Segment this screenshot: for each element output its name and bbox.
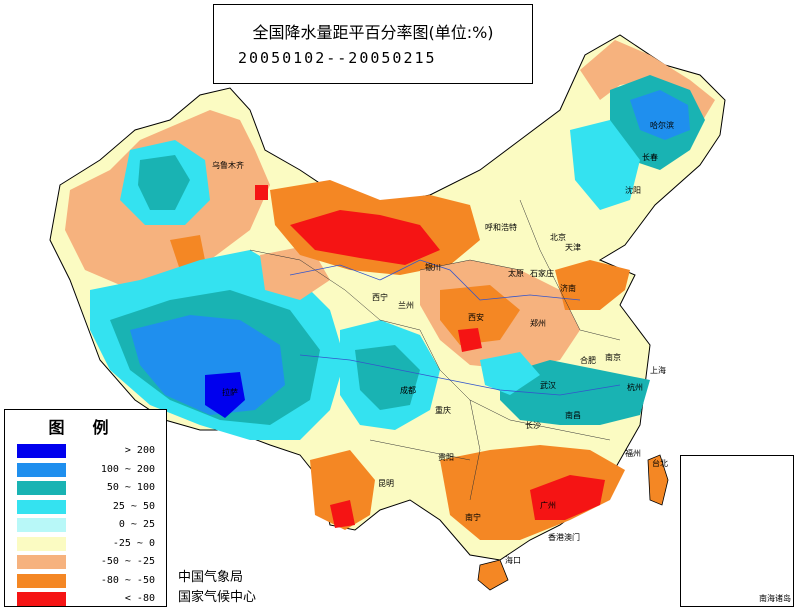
city-label: 哈尔滨	[650, 121, 674, 130]
city-label: 成都	[400, 386, 416, 395]
city-label: 台北	[652, 459, 668, 468]
city-label: 西宁	[372, 293, 388, 302]
city-label: 上海	[650, 366, 666, 375]
region-taiwan	[647, 454, 669, 506]
region-guangdong-red	[530, 475, 605, 520]
legend-label: -80 ~ -50	[100, 574, 155, 586]
city-label: 重庆	[435, 406, 451, 415]
legend-swatch	[17, 555, 66, 569]
city-label: 杭州	[627, 383, 643, 392]
region-sichuan-teal	[355, 345, 420, 410]
legend-swatch	[17, 573, 66, 588]
legend-row: 0 ~ 25	[17, 518, 157, 532]
inset-label: 南海诸岛	[759, 594, 791, 603]
city-label: 沈阳	[625, 186, 641, 195]
legend-swatch	[17, 444, 66, 458]
legend-row: -80 ~ -50	[17, 573, 157, 588]
city-label: 长春	[642, 153, 658, 162]
city-label: 乌鲁木齐	[212, 161, 244, 170]
region-yunnan-orange	[310, 450, 375, 530]
river-yellow	[289, 259, 581, 301]
city-label: 合肥	[580, 356, 596, 365]
legend-row: < -80	[17, 592, 157, 606]
city-label: 西安	[468, 313, 484, 322]
city-label: 长沙	[525, 421, 541, 430]
legend-label: 0 ~ 25	[118, 519, 155, 530]
legend-row: -25 ~ 0	[17, 536, 157, 551]
city-label: 贵阳	[438, 453, 454, 462]
legend-label: -25 ~ 0	[112, 537, 155, 549]
title-box: 全国降水量距平百分率图(单位:%) 20050102--20050215	[213, 4, 533, 84]
region-xinjiang-red	[255, 185, 268, 200]
city-label: 呼和浩特	[485, 223, 517, 232]
region-yunnan-red	[330, 500, 355, 528]
city-label: 昆明	[378, 479, 394, 488]
agency-cma: 中国气象局	[178, 570, 244, 585]
legend-swatch	[17, 592, 66, 606]
region-northeast-orange	[580, 40, 715, 125]
legend-label: 50 ~ 100	[106, 482, 155, 493]
city-label: 南宁	[465, 513, 481, 522]
region-shandong-orange	[555, 260, 630, 310]
city-label: 福州	[625, 449, 641, 458]
legend-row: > 200	[17, 444, 157, 458]
legend-label: 25 ~ 50	[112, 500, 155, 512]
legend-row: 50 ~ 100	[17, 481, 157, 495]
legend-label: 100 ~ 200	[100, 463, 155, 475]
city-label: 北京	[550, 233, 566, 242]
region-northeast-cyan	[570, 120, 640, 210]
city-label: 武汉	[540, 381, 556, 390]
legend-label: < -80	[124, 593, 155, 604]
city-label: 广州	[540, 501, 556, 510]
city-label: 香港澳门	[548, 533, 580, 542]
legend-label: > 200	[124, 445, 155, 456]
province-boundaries	[249, 199, 621, 501]
city-label: 济南	[560, 284, 576, 293]
city-label: 海口	[505, 556, 521, 565]
region-yangtze-cyan	[480, 352, 540, 395]
city-label: 天津	[565, 243, 581, 252]
legend-title: 图例	[48, 418, 137, 437]
legend-swatch	[17, 462, 66, 477]
map-title: 全国降水量距平百分率图(单位:%)	[252, 23, 494, 42]
city-label: 南京	[605, 353, 621, 362]
city-label: 兰州	[398, 301, 414, 310]
region-central-red	[458, 328, 482, 352]
legend: 图例 > 200 100 ~ 200 50 ~ 100 25 ~ 50 0 ~ 25 -2…	[4, 409, 167, 607]
legend-row: 100 ~ 200	[17, 462, 157, 477]
city-label: 银川	[425, 263, 441, 272]
region-xinjiang-teal	[138, 155, 190, 210]
region-northcentral-red	[290, 210, 440, 265]
city-label: 太原	[508, 269, 524, 278]
city-label: 郑州	[530, 319, 546, 328]
region-northeast-blue	[630, 90, 690, 140]
map-date-range: 20050102--20050215	[238, 49, 437, 67]
region-hainan	[477, 559, 509, 591]
region-tibet-blue	[130, 315, 285, 415]
agency-ncc: 国家气候中心	[178, 590, 257, 605]
city-label: 拉萨	[222, 388, 238, 397]
region-lhasa-darkblue	[205, 372, 245, 418]
south-china-sea-inset: 南海诸岛	[680, 455, 794, 607]
legend-swatch	[17, 518, 66, 532]
legend-swatch	[17, 481, 66, 495]
city-label: 南昌	[565, 411, 581, 420]
city-label: 石家庄	[530, 269, 554, 278]
legend-row: 25 ~ 50	[17, 499, 157, 514]
legend-row: -50 ~ -25	[17, 555, 157, 569]
legend-label: -50 ~ -25	[100, 556, 155, 567]
legend-swatch	[17, 499, 66, 514]
legend-swatch	[17, 536, 66, 551]
